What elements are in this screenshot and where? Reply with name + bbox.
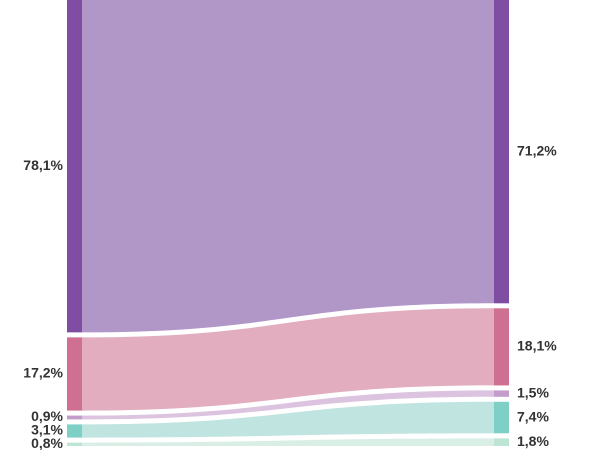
right-bar-2 <box>494 308 509 386</box>
right-bar-1 <box>494 0 509 304</box>
left-value-label-1: 78,1% <box>23 157 63 173</box>
right-value-label-3: 1,5% <box>517 384 549 400</box>
right-bar-4 <box>494 401 509 434</box>
left-value-label-2: 17,2% <box>23 365 63 381</box>
flow-band-5 <box>82 438 494 446</box>
left-bar-5 <box>67 442 82 446</box>
left-bar-1 <box>67 0 82 333</box>
right-value-label-5: 1,8% <box>517 433 549 449</box>
flows-group <box>82 0 494 446</box>
left-value-label-3: 0,9% <box>31 408 63 424</box>
labels-group: 78,1% 17,2% 0,9%3,1%0,8% 71,2% 18,1% 1,5% 7,4%… <box>23 142 557 450</box>
bars-group <box>67 0 509 446</box>
left-bar-2 <box>67 337 82 411</box>
flow-band-3 <box>82 390 494 420</box>
right-bar-3 <box>494 390 509 397</box>
right-value-label-1: 71,2% <box>517 142 557 158</box>
left-value-label-5: 0,8% <box>31 435 63 450</box>
left-value-label-4: 3,1% <box>31 422 63 438</box>
right-value-label-2: 18,1% <box>517 338 557 354</box>
left-bar-4 <box>67 424 82 438</box>
left-bar-3 <box>67 415 82 420</box>
flow-band-2 <box>82 308 494 411</box>
flow-band-1 <box>82 0 494 333</box>
right-bar-5 <box>494 438 509 446</box>
right-value-label-4: 7,4% <box>517 408 549 424</box>
flow-band-4 <box>82 401 494 438</box>
